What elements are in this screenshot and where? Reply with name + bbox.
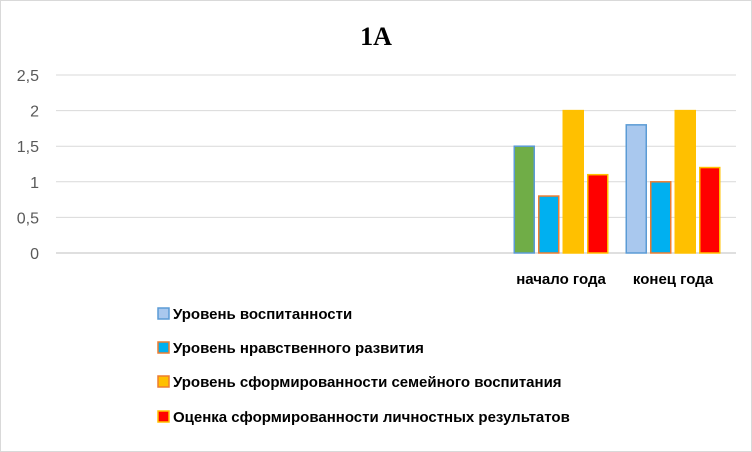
bar (699, 166, 721, 254)
chart-title: 1А (360, 22, 392, 51)
y-tick-label: 0 (30, 246, 39, 263)
bar (587, 173, 609, 254)
legend-swatch (157, 341, 170, 354)
legend-swatch (157, 307, 170, 320)
legend-entry-label: Уровень воспитанности (173, 306, 352, 323)
legend-entry-label: Уровень нравственного развития (173, 340, 424, 357)
y-tick-label: 2,5 (17, 68, 39, 85)
y-tick-label: 1,5 (17, 139, 39, 156)
x-axis-ticks: начало года конец года (516, 271, 714, 288)
legend-entry-label: Уровень сформированности семейного воспи… (173, 374, 562, 391)
bar (538, 195, 560, 254)
y-tick-label: 1 (30, 175, 39, 192)
bar (562, 109, 584, 254)
legend-swatch (157, 410, 170, 423)
x-tick-label: начало года (516, 271, 606, 288)
bar (625, 124, 647, 254)
y-tick-label: 2 (30, 104, 39, 121)
y-axis-ticks: 0 0,5 1 1,5 2 2,5 (17, 68, 39, 263)
gridlines (56, 74, 736, 254)
legend: Уровень воспитанности Уровень нравственно… (157, 306, 570, 426)
legend-swatch (157, 375, 170, 388)
bar (513, 145, 535, 254)
bar (674, 109, 696, 254)
bars (513, 109, 721, 254)
y-tick-label: 0,5 (17, 210, 39, 227)
legend-entry-label: Оценка сформированности личностных резул… (173, 409, 570, 426)
x-tick-label: конец года (633, 271, 714, 288)
bar (650, 181, 672, 254)
